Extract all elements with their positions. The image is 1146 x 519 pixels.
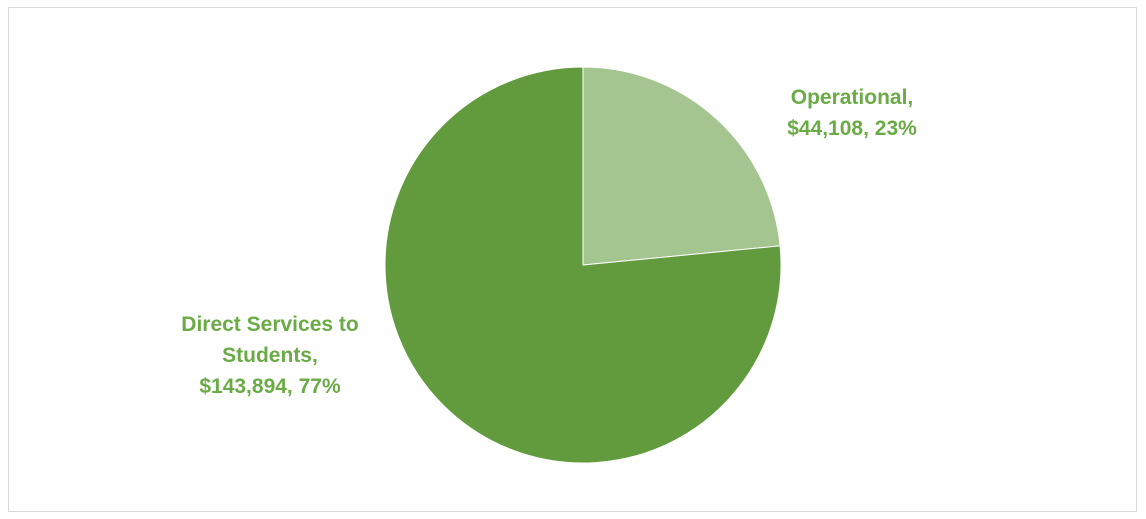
pie-slice-direct-services-to-students: [384, 66, 782, 464]
data-label-line: Direct Services to: [181, 313, 358, 336]
data-label-line: Students,: [222, 344, 318, 367]
data-label-line: $44,108, 23%: [787, 117, 917, 140]
data-label-line: Operational,: [791, 86, 914, 109]
data-label-line: $143,894, 77%: [199, 375, 341, 398]
data-label-direct-services-to-students: Direct Services to Students, $143,894, 77%: [181, 313, 358, 398]
data-labels: Operational, $44,108, 23% Direct Services …: [181, 86, 917, 398]
pie-slices: [384, 66, 782, 464]
data-label-operational: Operational, $44,108, 23%: [787, 86, 917, 140]
pie-slice-operational: [582, 66, 781, 266]
